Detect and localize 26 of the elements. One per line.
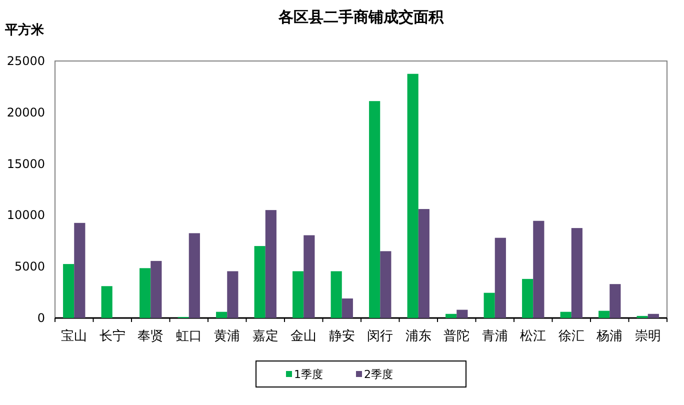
- x-tick-label: 宝山: [61, 328, 88, 344]
- y-axis-title: 平方米: [4, 22, 45, 38]
- y-tick-label: 10000: [6, 208, 45, 222]
- y-tick-label: 0: [37, 311, 45, 325]
- chart-title: 各区县二手商铺成交面积: [278, 8, 444, 26]
- x-tick-label: 青浦: [482, 329, 508, 344]
- legend-label: 1季度: [294, 368, 323, 381]
- legend-label: 2季度: [364, 368, 393, 381]
- x-tick-label: 浦东: [405, 329, 432, 344]
- x-tick-label: 黄浦: [214, 329, 240, 344]
- x-tick-label: 杨浦: [596, 329, 623, 344]
- x-tick-label: 崇明: [634, 329, 661, 344]
- x-tick-label: 奉贤: [138, 329, 164, 344]
- y-tick-label: 25000: [6, 54, 45, 68]
- y-tick-label: 15000: [6, 156, 45, 171]
- x-tick-label: 长宁: [99, 328, 126, 344]
- x-tick-label: 普陀: [444, 328, 470, 344]
- y-tick-label: 20000: [6, 105, 45, 120]
- x-tick-label: 虹口: [176, 329, 202, 344]
- y-tick-label: 5000: [14, 260, 45, 274]
- x-tick-label: 闵行: [367, 329, 394, 344]
- x-tick-label: 静安: [328, 328, 355, 344]
- x-tick-label: 松江: [520, 329, 546, 344]
- x-tick-label: 金山: [290, 329, 317, 344]
- x-tick-label: 嘉定: [252, 329, 278, 344]
- x-tick-label: 徐汇: [558, 329, 584, 344]
